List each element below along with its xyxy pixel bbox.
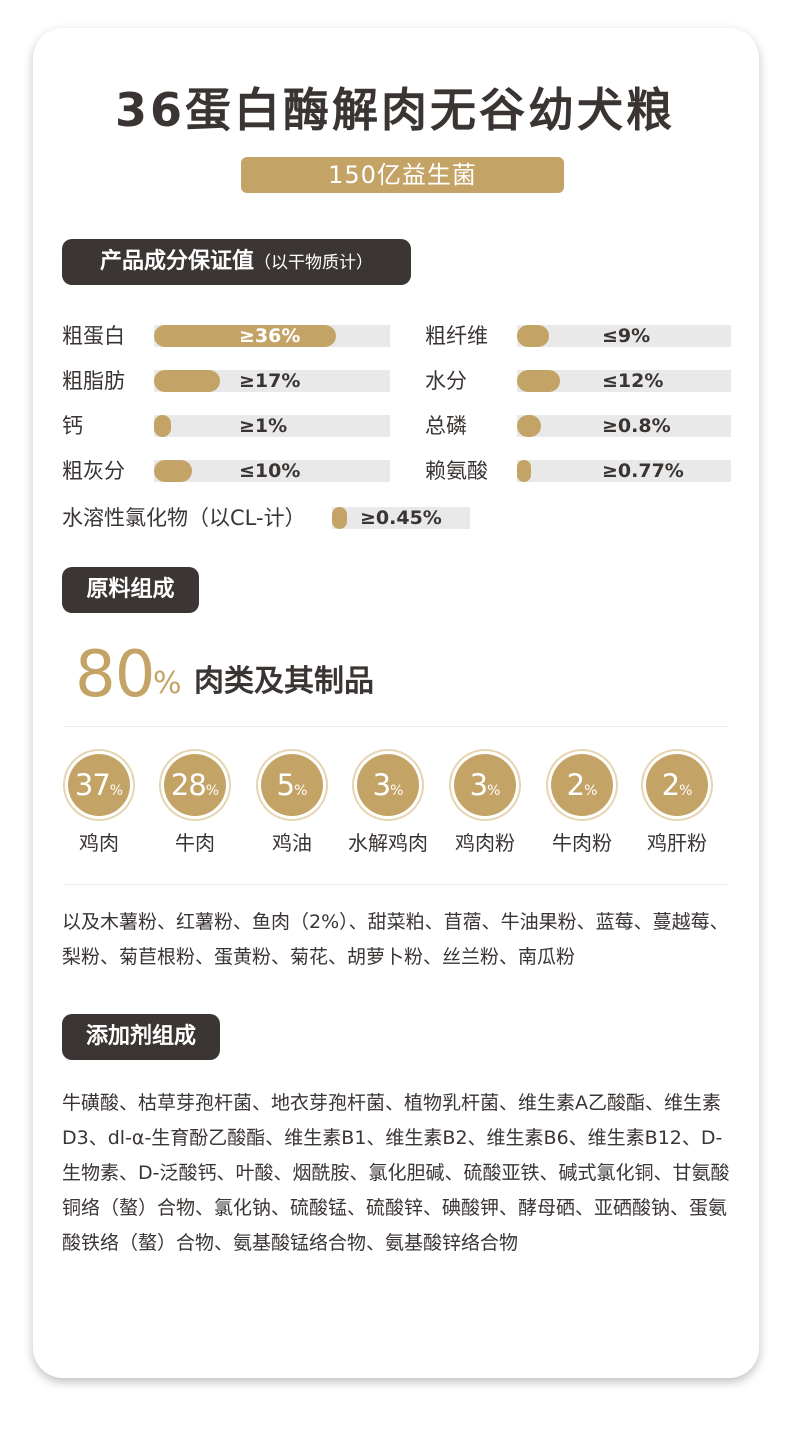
nutrient-label: 赖氨酸 [425,459,488,483]
ingredient-percent-sign: % [487,783,501,799]
ingredient-percent: 3 [372,768,391,802]
ingredient-percent-circle: 2% [646,754,708,816]
ingredient-percent: 2 [661,768,680,802]
nutrient-bar-fill [517,415,541,437]
ingredient-percent-sign: % [294,783,308,799]
ingredient-percent-sign: % [109,783,124,799]
nutrient-value: ≥17% [239,370,301,392]
ingredient-percent-circle: 5% [261,754,323,816]
nutrient-value: ≥0.77% [602,460,684,482]
guarantee-heading-note: （以干物质计） [254,253,373,273]
nutrient-label: 粗脂肪 [62,369,125,393]
nutrient-value: ≥0.8% [602,415,671,437]
nutrient-bar: ≥0.77% [517,460,731,482]
nutrient-bar-fill [154,370,220,392]
additives-heading: 添加剂组成 [62,1014,220,1060]
nutrient-label: 粗灰分 [62,459,125,483]
nutrient-bar: ≥0.8% [517,415,731,437]
ingredient-label: 鸡肝粉 [647,831,707,855]
meat-label: 肉类及其制品 [194,664,374,699]
ingredient-label: 水解鸡肉 [348,831,428,855]
nutrient-label: 粗纤维 [425,324,488,348]
nutrient-bar: ≥17% [154,370,390,392]
product-title: 36蛋白酶解肉无谷幼犬粮 [114,83,675,137]
nutrient-bar-fill [517,370,560,392]
ingredient-percent: 2 [566,768,585,802]
nutrient-bar-fill [154,460,192,482]
guarantee-heading: 产品成分保证值（以干物质计） [62,239,411,285]
nutrient-bar: ≥0.45% [332,507,470,529]
ingredient-percent-circle: 3% [357,754,419,816]
probiotic-badge: 150亿益生菌 [241,157,564,193]
meat-percent-sign: % [153,666,182,701]
nutrient-label: 水分 [425,369,467,393]
ingredient-percent-sign: % [584,783,598,799]
ingredient-percent: 5 [276,768,295,802]
other-ingredients: 以及木薯粉、红薯粉、鱼肉（2%）、甜菜粕、苜蓿、牛油果粉、蓝莓、蔓越莓、梨粉、菊… [62,911,729,968]
ingredient-percent-sign: % [390,783,404,799]
nutrient-bar-fill [332,507,347,529]
ingredients-heading: 原料组成 [62,567,199,613]
nutrient-bar-fill [517,460,531,482]
ingredient-percent: 28 [170,768,207,802]
nutrient-label: 粗蛋白 [62,324,125,348]
nutrient-bar-fill [517,325,549,347]
nutrient-bar: ≥1% [154,415,390,437]
nutrient-value: ≤10% [239,460,301,482]
nutrient-label: 总磷 [425,414,467,438]
ingredient-percent-sign: % [205,783,220,799]
ingredient-label: 鸡肉粉 [455,831,515,855]
ingredient-label: 鸡肉 [79,831,119,855]
divider [63,726,727,727]
nutrient-label: 钙 [62,414,83,438]
nutrient-bar: ≥36% [154,325,390,347]
ingredient-label: 牛肉粉 [552,831,612,855]
nutrient-bar: ≤12% [517,370,731,392]
nutrient-value: ≥0.45% [360,507,442,529]
nutrient-bar: ≤9% [517,325,731,347]
additives-text: 牛磺酸、枯草芽孢杆菌、地衣芽孢杆菌、植物乳杆菌、维生素A乙酸酯、维生素D3、dl… [62,1092,730,1254]
divider [63,884,727,885]
nutrient-value: ≥1% [239,415,288,437]
nutrient-value: ≥36% [239,325,301,347]
nutrient-value: ≤9% [602,325,651,347]
nutrient-bar: ≤10% [154,460,390,482]
ingredient-label: 鸡油 [272,831,312,855]
ingredient-percent-circle: 37% [68,754,130,816]
nutrient-value: ≤12% [602,370,664,392]
ingredient-percent: 3 [469,768,488,802]
ingredient-percent-circle: 28% [164,754,226,816]
nutrient-bar-fill [154,415,171,437]
ingredient-percent: 37 [74,768,111,802]
ingredient-label: 牛肉 [175,831,215,855]
meat-percent: 80 [75,638,155,712]
ingredient-percent-circle: 3% [454,754,516,816]
nutrient-bar-fill [154,325,336,347]
ingredient-percent-sign: % [679,783,693,799]
nutrient-label: 水溶性氯化物（以CL-计） [62,506,306,530]
ingredient-percent-circle: 2% [551,754,613,816]
guarantee-heading-text: 产品成分保证值 [99,249,254,274]
